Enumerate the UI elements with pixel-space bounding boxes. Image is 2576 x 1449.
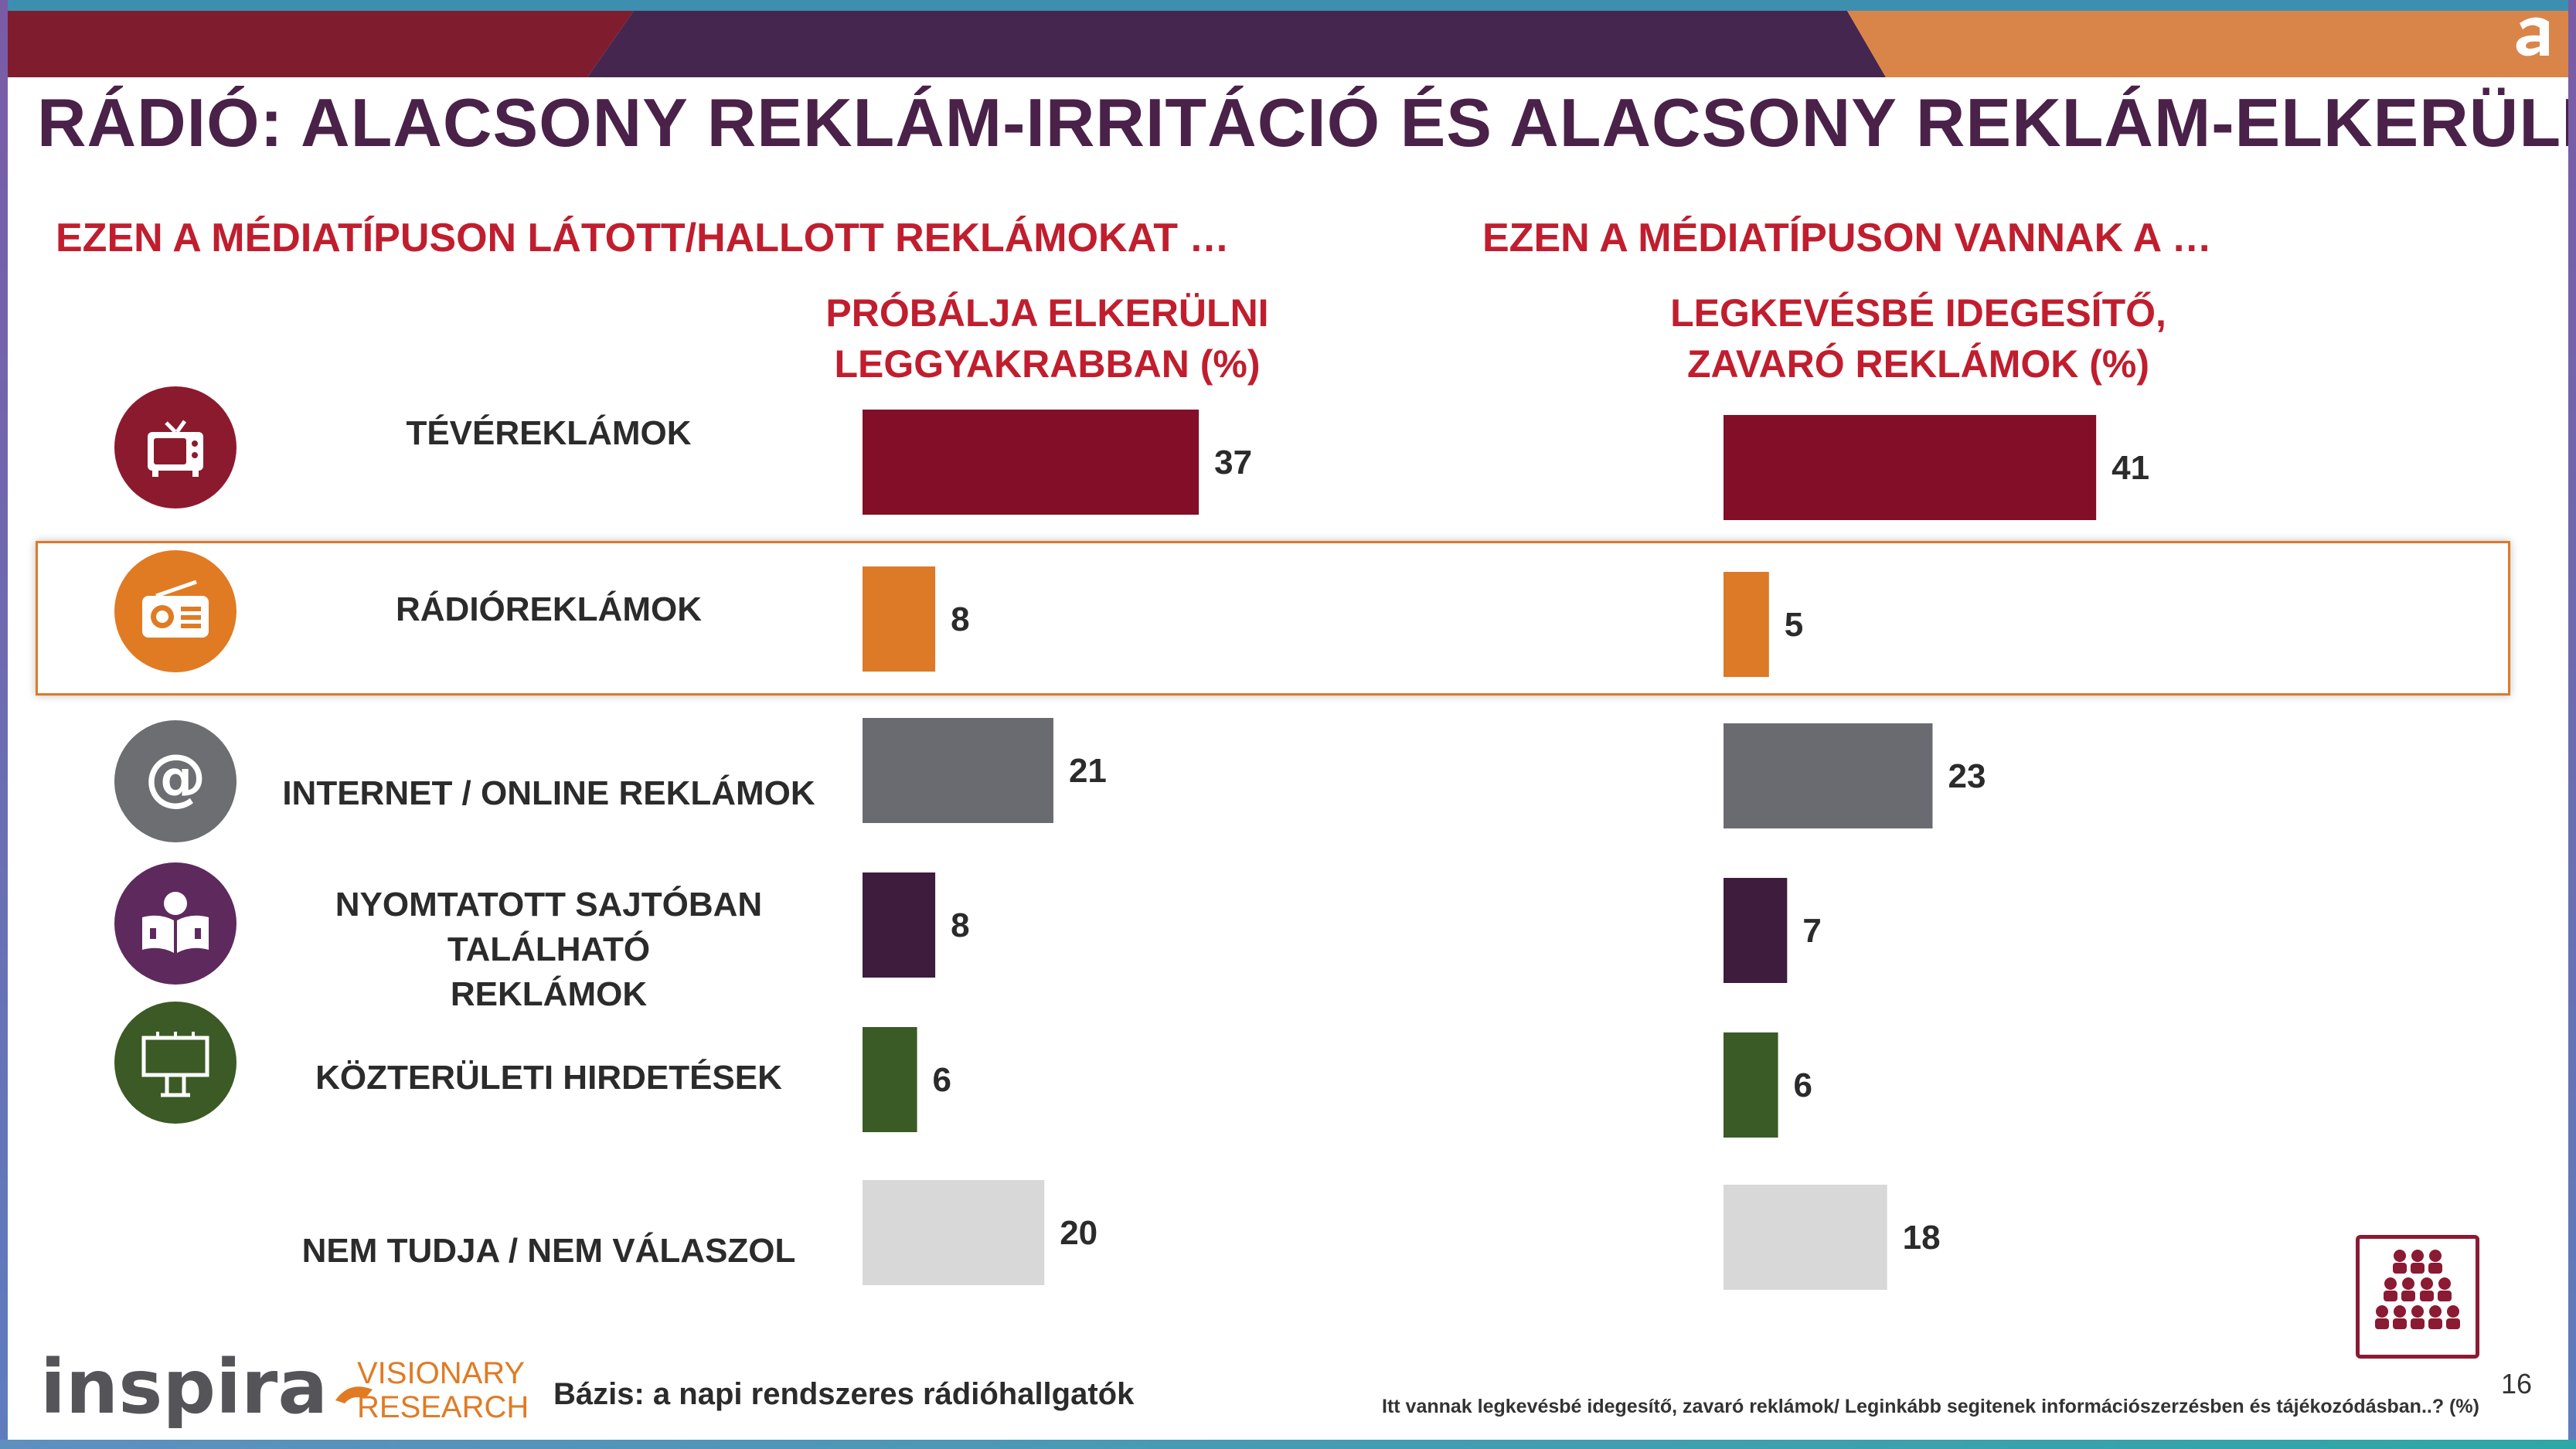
logo-word: inspira: [40, 1352, 328, 1430]
audience-icon: [2356, 1235, 2479, 1359]
least-annoying-data-label-5: 18: [1903, 1219, 1941, 1257]
radio-highlight-box: [36, 541, 2510, 696]
row-label-dont-know: NEM TUDJA / NEM VÁLASZOL: [255, 1229, 842, 1274]
avoid-bar-1: [863, 566, 936, 672]
left-column-header: PRÓBÁLJA ELKERÜLNI LEGGYAKRABBAN (%): [777, 287, 1318, 389]
avoid-bar-3: [863, 872, 936, 978]
at-sign-icon: @: [114, 720, 237, 842]
least-annoying-bar-5: [1724, 1185, 1887, 1290]
row-label-line: INTERNET / ONLINE REKLÁMOK: [282, 774, 815, 812]
least-annoying-bar-3: [1724, 878, 1788, 983]
right-column-header-line2: ZAVARÓ REKLÁMOK (%): [1686, 342, 2150, 386]
logo-sub-line1: VISIONARY: [357, 1356, 525, 1390]
top-banner: [0, 0, 2576, 77]
least-annoying-data-label-2: 23: [1948, 757, 1986, 795]
reader-icon: [114, 862, 237, 985]
left-column-header-line1: PRÓBÁLJA ELKERÜLNI: [825, 291, 1269, 335]
avoid-bar-4: [863, 1027, 917, 1132]
frame-left: [0, 0, 8, 1449]
inspira-logo: inspira VISIONARY RESEARCH: [40, 1352, 529, 1430]
row-label-outdoor: KÖZTERÜLETI HIRDETÉSEK: [255, 1056, 842, 1100]
row-label-line: TÉVÉREKLÁMOK: [406, 414, 692, 452]
row-label-tv: TÉVÉREKLÁMOK: [255, 411, 842, 456]
avoid-data-label-2: 21: [1069, 752, 1107, 790]
frame-bottom: [0, 1440, 2576, 1449]
radio-icon: [114, 550, 237, 672]
avoid-data-label-5: 20: [1060, 1214, 1097, 1252]
avoid-data-label-3: 8: [951, 906, 969, 944]
left-section-title: EZEN A MÉDIATÍPUSON LÁTOTT/HALLOTT REKLÁ…: [56, 216, 1230, 260]
row-label-print: NYOMTATOTT SAJTÓBAN TALÁLHATÓ REKLÁMOK: [255, 883, 842, 1017]
logo-sub-line2: RESEARCH: [357, 1390, 529, 1424]
least-annoying-bar-4: [1724, 1032, 1778, 1138]
least-annoying-bar-2: [1724, 723, 1933, 828]
row-label-line-2: REKLÁMOK: [450, 975, 648, 1013]
least-annoying-data-label-1: 5: [1785, 606, 1803, 644]
avoid-bar-2: [863, 718, 1053, 823]
basis-note: Bázis: a napi rendszeres rádióhallgatók: [553, 1377, 1135, 1411]
tv-icon: [114, 386, 237, 509]
right-column-header: LEGKEVÉSBÉ IDEGESÍTŐ, ZAVARÓ REKLÁMOK (%…: [1648, 287, 2189, 389]
least-annoying-bar-1: [1724, 572, 1769, 677]
billboard-icon: [114, 1002, 237, 1124]
brand-logo-icon: [2516, 17, 2549, 56]
avoid-bar-5: [863, 1180, 1045, 1285]
least-annoying-data-label-0: 41: [2112, 449, 2149, 487]
question-footnote: Itt vannak legkevésbé idegesítő, zavaró …: [1382, 1396, 2479, 1417]
least-annoying-data-label-4: 6: [1794, 1066, 1812, 1104]
avoid-data-label-1: 8: [951, 600, 969, 638]
avoid-bar-0: [863, 410, 1200, 515]
avoid-data-label-4: 6: [933, 1061, 951, 1099]
right-column-header-line1: LEGKEVÉSBÉ IDEGESÍTŐ,: [1670, 291, 2166, 335]
row-label-line-1: NYOMTATOTT SAJTÓBAN TALÁLHATÓ: [335, 886, 763, 968]
left-column-header-line2: LEGGYAKRABBAN (%): [834, 342, 1261, 386]
least-annoying-bar-0: [1724, 415, 2097, 520]
avoid-data-label-0: 37: [1214, 444, 1252, 481]
frame-right: [2568, 0, 2576, 1449]
svg-text:@: @: [145, 743, 206, 813]
row-label-internet: INTERNET / ONLINE REKLÁMOK: [255, 771, 842, 816]
least-annoying-data-label-3: 7: [1802, 912, 1821, 950]
right-section-title: EZEN A MÉDIATÍPUSON VANNAK A …: [1482, 216, 2212, 260]
page-title: RÁDIÓ: ALACSONY REKLÁM-IRRITÁCIÓ ÉS ALAC…: [37, 84, 2576, 161]
row-label-line: NEM TUDJA / NEM VÁLASZOL: [301, 1232, 796, 1270]
row-label-radio: RÁDIÓREKLÁMOK: [255, 587, 842, 632]
row-label-line: RÁDIÓREKLÁMOK: [396, 590, 702, 628]
page-number: 16: [2501, 1368, 2533, 1400]
row-label-line: KÖZTERÜLETI HIRDETÉSEK: [315, 1059, 782, 1097]
